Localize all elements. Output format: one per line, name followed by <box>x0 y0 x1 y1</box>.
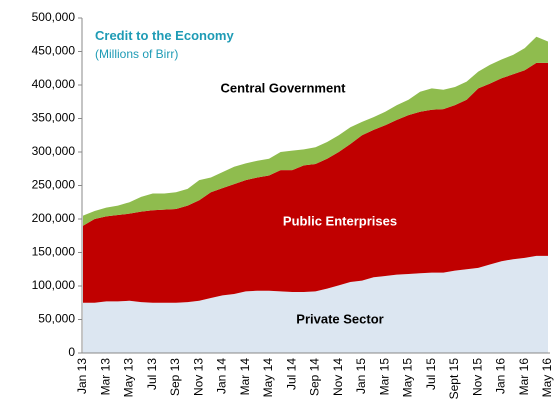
x-tick-label: Jan 16 <box>494 358 508 394</box>
x-tick-label: Jul 15 <box>424 358 438 390</box>
area <box>83 62 548 303</box>
x-tick-label: May 16 <box>540 358 554 398</box>
x-tick-label: Jan 13 <box>75 358 89 394</box>
series-label: Private Sector <box>296 311 383 326</box>
area <box>83 255 548 353</box>
y-tick-label: 250,000 <box>32 178 76 192</box>
y-tick-label: 150,000 <box>32 245 76 259</box>
y-tick-label: 500,000 <box>32 10 76 24</box>
y-tick-label: 400,000 <box>32 77 76 91</box>
x-tick-label: May 15 <box>401 358 415 398</box>
chart-title: Credit to the Economy <box>95 28 234 43</box>
x-tick-label: Jul 14 <box>284 358 298 390</box>
x-tick-label: Sep 14 <box>308 358 322 396</box>
x-tick-label: Nov 13 <box>191 358 205 396</box>
series-label: Central Government <box>221 80 347 95</box>
area <box>83 36 548 226</box>
x-tick-label: May 13 <box>122 358 136 398</box>
y-tick-label: 300,000 <box>32 144 76 158</box>
x-tick-label: Nov 15 <box>470 358 484 396</box>
x-tick-label: May 14 <box>261 358 275 398</box>
x-tick-label: Jul 13 <box>145 358 159 390</box>
y-tick-label: 350,000 <box>32 111 76 125</box>
x-tick-label: Mar 13 <box>98 358 112 396</box>
x-tick-label: Mar 16 <box>517 358 531 396</box>
y-tick-label: 200,000 <box>32 211 76 225</box>
x-tick-label: Jan 14 <box>215 358 229 394</box>
chart-subtitle: (Millions of Birr) <box>95 47 178 61</box>
x-tick-label: Jan 15 <box>354 358 368 394</box>
y-tick-label: 450,000 <box>32 44 76 58</box>
y-tick-label: 50,000 <box>38 312 75 326</box>
x-tick-label: Mar 14 <box>238 358 252 396</box>
x-tick-label: Sep 13 <box>168 358 182 396</box>
y-tick-label: 100,000 <box>32 278 76 292</box>
x-tick-label: Sept 15 <box>447 358 461 400</box>
x-tick-label: Nov 14 <box>331 358 345 396</box>
y-tick-label: 0 <box>68 345 75 359</box>
x-tick-label: Mar 15 <box>377 358 391 396</box>
plot: Private Sector Public Enterprises Central … <box>32 10 555 399</box>
series-label: Public Enterprises <box>283 213 397 228</box>
